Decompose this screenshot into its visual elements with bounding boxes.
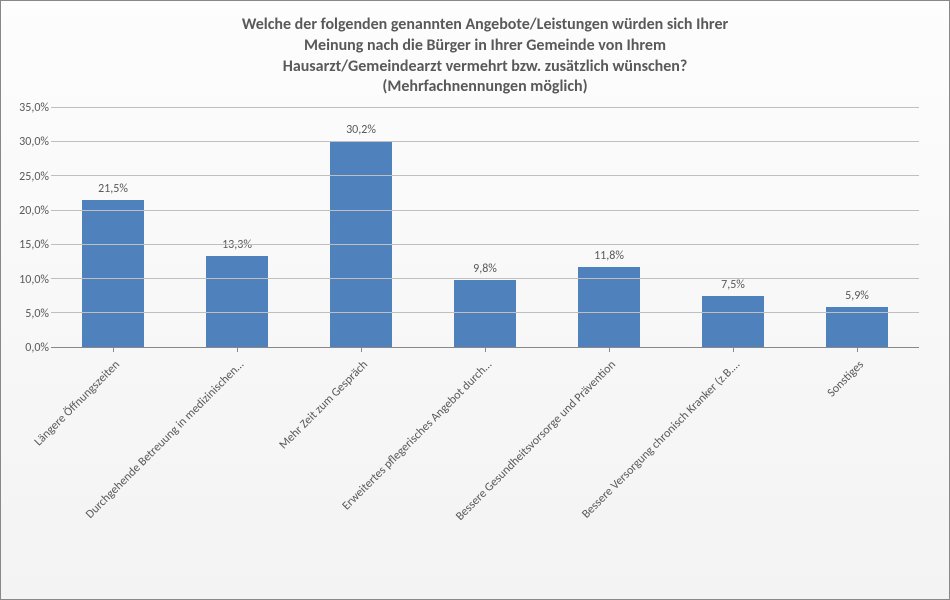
gridline xyxy=(51,278,919,279)
bar: 7,5% xyxy=(702,296,764,347)
x-label-slot: Sonstiges xyxy=(795,348,919,548)
gridline xyxy=(51,141,919,142)
title-line-1: Welche der folgenden genannten Angebote/… xyxy=(242,15,728,34)
chart-title: Welche der folgenden genannten Angebote/… xyxy=(51,15,919,98)
gridline xyxy=(51,107,919,108)
plot-area: 0,0%5,0%10,0%15,0%20,0%25,0%30,0%35,0% 2… xyxy=(51,108,919,348)
x-label-slot: Durchgehende Betreuung in medizinischen… xyxy=(175,348,299,548)
chart-container: Welche der folgenden genannten Angebote/… xyxy=(0,0,950,600)
y-tick-label: 15,0% xyxy=(3,238,49,252)
bar-value-label: 30,2% xyxy=(346,123,376,137)
x-axis-label: Längere Öffnungszeiten xyxy=(32,358,123,449)
y-tick-label: 5,0% xyxy=(3,307,49,321)
gridline xyxy=(51,312,919,313)
bar-value-label: 21,5% xyxy=(98,182,128,196)
x-label-slot: Bessere Versorgung chronisch Kranker (z.… xyxy=(671,348,795,548)
bar-value-label: 13,3% xyxy=(222,238,252,252)
bar: 21,5% xyxy=(82,200,144,347)
x-axis-label: Sonstiges xyxy=(825,358,867,400)
y-tick-label: 10,0% xyxy=(3,273,49,287)
bar: 9,8% xyxy=(454,280,516,347)
bar-value-label: 7,5% xyxy=(721,278,745,292)
gridline xyxy=(51,244,919,245)
y-tick-label: 20,0% xyxy=(3,204,49,218)
y-tick-label: 30,0% xyxy=(3,135,49,149)
bar-value-label: 9,8% xyxy=(473,262,497,276)
gridline xyxy=(51,210,919,211)
y-tick-label: 0,0% xyxy=(3,341,49,355)
bar: 13,3% xyxy=(206,256,268,347)
bar-value-label: 5,9% xyxy=(845,289,869,303)
gridline xyxy=(51,175,919,176)
title-line-2: Meinung nach die Bürger in Ihrer Gemeind… xyxy=(304,36,666,55)
plot: 21,5% 13,3% 30,2% 9,8% 11,8% 7,5% 5,9% xyxy=(51,108,919,348)
title-line-3: Hausarzt/Gemeindearzt vermehrt bzw. zusä… xyxy=(283,57,688,76)
y-tick-label: 35,0% xyxy=(3,101,49,115)
y-tick-label: 25,0% xyxy=(3,170,49,184)
y-axis: 0,0%5,0%10,0%15,0%20,0%25,0%30,0%35,0% xyxy=(3,108,49,348)
bar-value-label: 11,8% xyxy=(594,249,624,263)
x-axis-labels: Längere ÖffnungszeitenDurchgehende Betre… xyxy=(51,348,919,548)
title-line-4: (Mehrfachnennungen möglich) xyxy=(382,77,587,96)
